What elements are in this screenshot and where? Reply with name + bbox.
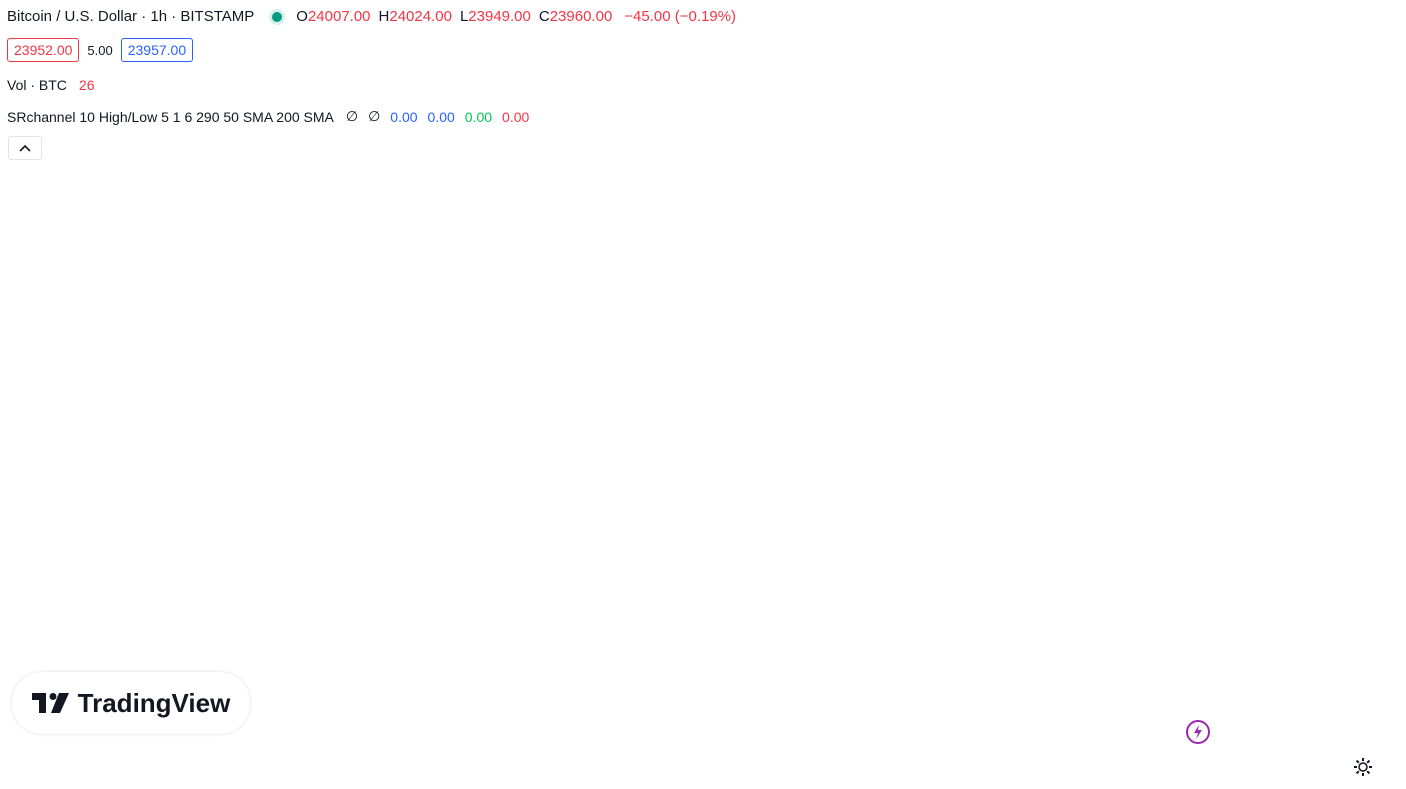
chevron-icon xyxy=(19,144,31,152)
change: −45.00 (−0.19%) xyxy=(624,8,737,25)
alert-icon[interactable] xyxy=(1186,720,1210,744)
volume-legend: Vol · BTC 26 xyxy=(7,77,94,93)
trade-row: 23952.00 5.00 23957.00 xyxy=(7,38,201,62)
ohlc-value: 24007.00 xyxy=(307,8,371,25)
logo-icon xyxy=(31,693,69,713)
ohlc-label: L xyxy=(459,8,469,25)
ohlc-label: O xyxy=(296,8,308,25)
bolt xyxy=(1194,725,1202,739)
ask[interactable]: 23957.00 xyxy=(120,38,194,62)
settings-button[interactable] xyxy=(1352,756,1374,778)
indicator-name: SRchannel 10 High/Low 5 1 6 290 50 SMA 2… xyxy=(7,108,334,125)
bid[interactable]: 23952.00 xyxy=(7,38,80,62)
volume-name: Vol · BTC xyxy=(7,77,67,93)
gear-icon xyxy=(1354,758,1372,776)
indicator-values: 0.00 0.00 0.00 0.00 xyxy=(390,109,539,125)
indicator-value: 0.00 xyxy=(390,108,418,125)
ohlc-value: 24024.00 xyxy=(389,8,452,25)
spread: 5.00 xyxy=(87,42,113,58)
legend-row: Bitcoin / U.S. Dollar · 1h · BITSTAMP O2… xyxy=(7,8,736,25)
symbol[interactable]: Bitcoin / U.S. Dollar · 1h · BITSTAMP xyxy=(7,8,255,25)
volume-last: 26 xyxy=(78,77,95,93)
ohlc-value: 23949.00 xyxy=(468,8,531,25)
indicator-legend: SRchannel 10 High/Low 5 1 6 290 50 SMA 2… xyxy=(0,106,547,127)
ohlc-value: 23960.00 xyxy=(549,8,613,25)
indicator-symbol: ∅ xyxy=(345,108,359,124)
indicator-value: 0.00 xyxy=(427,108,455,125)
ohlc-label: H xyxy=(378,8,390,25)
indicator-symbol: ∅ xyxy=(368,108,381,124)
collapse-button[interactable] xyxy=(8,136,42,160)
logo-text: TradingView xyxy=(77,687,231,718)
ohlc: O24007.00 H24024.00 L23949.00 C23960.00 xyxy=(296,8,620,25)
indicator-value: 0.00 xyxy=(502,108,530,125)
indicator-symbols: ∅ ∅ xyxy=(346,108,390,125)
status-dot xyxy=(272,11,283,22)
indicator-value: 0.00 xyxy=(464,108,493,125)
ohlc-label: C xyxy=(538,8,550,25)
logo[interactable]: TradingView xyxy=(12,672,250,734)
